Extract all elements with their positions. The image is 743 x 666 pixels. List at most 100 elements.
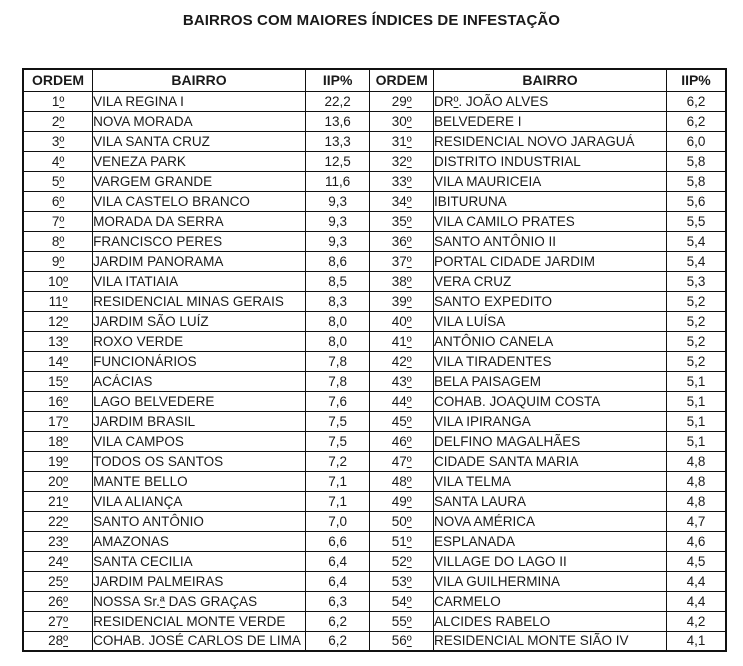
- table-row: 20º MANTE BELLO 7,1 48º VILA TELMA 4,8: [22, 470, 727, 492]
- ordem-cell: 22º: [22, 510, 94, 532]
- iip-cell: 6,3: [304, 590, 371, 612]
- ordinal-indicator: º: [63, 613, 69, 629]
- iip-cell: 9,3: [304, 190, 371, 212]
- ordinal-indicator: º: [406, 193, 412, 209]
- iip-cell: 6,2: [665, 90, 727, 112]
- ordinal-indicator: º: [406, 373, 412, 389]
- iip-cell: 5,8: [665, 170, 727, 192]
- ordinal-indicator: º: [406, 293, 412, 309]
- ordem-cell: 5º: [22, 170, 94, 192]
- ordinal-indicator: º: [406, 133, 412, 149]
- bairro-cell: ESPLANADA: [432, 530, 667, 552]
- table-body: 1º VILA REGINA I 22,2 29º DRº. JOÃO ALVES 6,2…: [22, 90, 727, 652]
- bairro-cell: DELFINO MAGALHÃES: [432, 430, 667, 452]
- ordinal-indicator: º: [59, 253, 65, 269]
- iip-cell: 5,1: [665, 410, 727, 432]
- table-row: 10º VILA ITATIAIA 8,5 38º VERA CRUZ 5,3: [22, 270, 727, 292]
- ordem-cell: 11º: [22, 290, 94, 312]
- bairro-cell: VILA CAMILO PRATES: [432, 210, 667, 232]
- ordem-cell: 19º: [22, 450, 94, 472]
- ordem-cell: 4º: [22, 150, 94, 172]
- bairro-cell: SANTO EXPEDITO: [432, 290, 667, 312]
- ordinal-indicator: º: [406, 253, 412, 269]
- iip-cell: 7,5: [304, 430, 371, 452]
- ordinal-indicator: º: [453, 93, 459, 109]
- ordem-cell: 45º: [369, 410, 434, 432]
- ordem-cell: 35º: [369, 210, 434, 232]
- iip-cell: 5,6: [665, 190, 727, 212]
- ordem-cell: 2º: [22, 110, 94, 132]
- bairro-cell: ACÁCIAS: [92, 370, 306, 392]
- ordem-cell: 46º: [369, 430, 434, 452]
- table-row: 23º AMAZONAS 6,6 51º ESPLANADA 4,6: [22, 530, 727, 552]
- ordinal-indicator: º: [63, 473, 69, 489]
- ordinal-indicator: º: [406, 213, 412, 229]
- ordinal-indicator: º: [59, 133, 65, 149]
- bairro-cell: JARDIM PALMEIRAS: [92, 570, 306, 592]
- ordem-cell: 41º: [369, 330, 434, 352]
- bairro-cell: COHAB. JOSÉ CARLOS DE LIMA: [92, 630, 306, 652]
- ordem-cell: 36º: [369, 230, 434, 252]
- bairro-cell: SANTO ANTÔNIO II: [432, 230, 667, 252]
- table-row: 25º JARDIM PALMEIRAS 6,4 53º VILA GUILHERMIN…: [22, 570, 727, 592]
- ordinal-indicator: º: [59, 193, 65, 209]
- ordinal-indicator: º: [63, 633, 69, 649]
- iip-cell: 6,6: [304, 530, 371, 552]
- ordem-cell: 1º: [22, 90, 94, 112]
- iip-cell: 7,5: [304, 410, 371, 432]
- ordinal-indicator: º: [406, 353, 412, 369]
- bairro-cell: CIDADE SANTA MARIA: [432, 450, 667, 472]
- table-row: 3º VILA SANTA CRUZ 13,3 31º RESIDENCIAL NOVO…: [22, 130, 727, 152]
- ordinal-indicator: º: [63, 373, 69, 389]
- ordinal-indicator: º: [63, 353, 69, 369]
- ordem-cell: 24º: [22, 550, 94, 572]
- bairro-cell: RESIDENCIAL MONTE SIÃO IV: [432, 630, 667, 652]
- ordem-cell: 12º: [22, 310, 94, 332]
- iip-cell: 7,6: [304, 390, 371, 412]
- table-row: 24º SANTA CECILIA 6,4 52º VILLAGE DO LAGO II…: [22, 550, 727, 572]
- bairro-cell: SANTA LAURA: [432, 490, 667, 512]
- iip-cell: 6,2: [304, 630, 371, 652]
- iip-cell: 7,1: [304, 470, 371, 492]
- ordinal-indicator: º: [59, 93, 65, 109]
- iip-cell: 5,8: [665, 150, 727, 172]
- ordinal-indicator: º: [59, 213, 65, 229]
- table-row: 6º VILA CASTELO BRANCO 9,3 34º IBITURUNA 5,6: [22, 190, 727, 212]
- ordem-cell: 3º: [22, 130, 94, 152]
- ordem-cell: 16º: [22, 390, 94, 412]
- ordem-cell: 10º: [22, 270, 94, 292]
- column-header-bairro-left: BAIRRO: [92, 68, 306, 92]
- ordem-cell: 43º: [369, 370, 434, 392]
- ordem-cell: 7º: [22, 210, 94, 232]
- iip-cell: 5,1: [665, 390, 727, 412]
- ordinal-indicator: º: [406, 633, 412, 649]
- ordem-cell: 29º: [369, 90, 434, 112]
- bairro-cell: RESIDENCIAL MONTE VERDE: [92, 610, 306, 632]
- bairro-cell: VILA CASTELO BRANCO: [92, 190, 306, 212]
- bairro-cell: VILLAGE DO LAGO II: [432, 550, 667, 572]
- table-row: 26º NOSSA Sr.ª DAS GRAÇAS 6,3 54º CARMELO 4,4: [22, 590, 727, 612]
- iip-cell: 4,5: [665, 550, 727, 572]
- iip-cell: 7,8: [304, 350, 371, 372]
- ordinal-indicator: ª: [159, 593, 165, 609]
- iip-cell: 6,2: [304, 610, 371, 632]
- iip-cell: 9,3: [304, 230, 371, 252]
- ordinal-indicator: º: [406, 553, 412, 569]
- ordinal-indicator: º: [63, 273, 69, 289]
- bairro-cell: VILA ITATIAIA: [92, 270, 306, 292]
- column-header-iip-left: IIP%: [304, 68, 371, 92]
- bairro-cell: BELA PAISAGEM: [432, 370, 667, 392]
- iip-cell: 4,8: [665, 450, 727, 472]
- table-row: 21º VILA ALIANÇA 7,1 49º SANTA LAURA 4,8: [22, 490, 727, 512]
- bairro-cell: VILA SANTA CRUZ: [92, 130, 306, 152]
- ordem-cell: 32º: [369, 150, 434, 172]
- bairro-cell: ANTÔNIO CANELA: [432, 330, 667, 352]
- ordem-cell: 20º: [22, 470, 94, 492]
- ordem-cell: 39º: [369, 290, 434, 312]
- ordem-cell: 42º: [369, 350, 434, 372]
- ordinal-indicator: º: [406, 233, 412, 249]
- table-row: 5º VARGEM GRANDE 11,6 33º VILA MAURICEIA 5,8: [22, 170, 727, 192]
- bairro-cell: VILA IPIRANGA: [432, 410, 667, 432]
- ordem-cell: 30º: [369, 110, 434, 132]
- table-row: 19º TODOS OS SANTOS 7,2 47º CIDADE SANTA MAR…: [22, 450, 727, 472]
